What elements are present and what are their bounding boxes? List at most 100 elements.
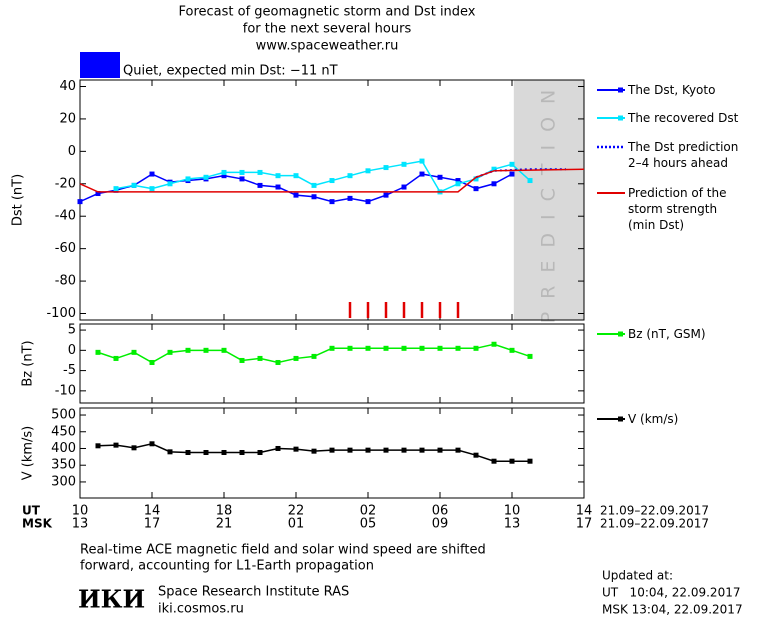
- legend-label: The recovered Dst: [628, 111, 739, 125]
- data-point: [275, 173, 281, 179]
- data-point: [95, 191, 101, 197]
- legend-label: Prediction of the storm strength (min Ds…: [628, 186, 727, 232]
- data-point: [95, 443, 101, 449]
- data-point: [401, 345, 407, 351]
- data-point: [473, 186, 479, 192]
- y-tick-label: -100: [46, 306, 76, 321]
- y-tick-label: -40: [55, 209, 76, 224]
- data-point: [437, 174, 443, 180]
- data-point: [347, 345, 353, 351]
- data-point: [167, 449, 173, 455]
- prediction-zone: [513, 80, 584, 320]
- data-point: [509, 458, 515, 464]
- data-point: [293, 446, 299, 452]
- x-tick-label: 14: [576, 504, 593, 519]
- plot-frame: [79, 407, 585, 499]
- data-point: [275, 184, 281, 190]
- institute: Space Research Institute RAS: [158, 585, 349, 600]
- y-tick-label: 5: [68, 323, 76, 338]
- status-text: Quiet, expected min Dst: −11 nT: [123, 64, 338, 79]
- data-point: [239, 357, 245, 363]
- data-point: [365, 447, 371, 453]
- data-point: [455, 447, 461, 453]
- data-point: [383, 165, 389, 171]
- plot-frame: [79, 323, 585, 404]
- data-point: [455, 178, 461, 184]
- data-point: [239, 169, 245, 175]
- data-point: [239, 176, 245, 182]
- data-point: [527, 178, 533, 184]
- data-point: [167, 349, 173, 355]
- data-point: [113, 355, 119, 361]
- y-tick-label: 350: [51, 458, 76, 473]
- legend-label: The Dst, Kyoto: [628, 83, 716, 97]
- y-tick-label: 40: [59, 79, 76, 94]
- data-point: [419, 345, 425, 351]
- data-point: [149, 441, 155, 447]
- data-point: [455, 345, 461, 351]
- data-point: [509, 347, 515, 353]
- data-point: [293, 355, 299, 361]
- y-tick-label: 0: [68, 144, 76, 159]
- legend-marker: [618, 331, 623, 337]
- x-tick-label: 18: [216, 504, 233, 519]
- y-tick-label: 500: [51, 408, 76, 423]
- series-line: [79, 168, 585, 193]
- data-point: [347, 447, 353, 453]
- updated: UT 10:04, 22.09.2017: [602, 586, 740, 600]
- y-tick-label: -60: [55, 241, 76, 256]
- legend-label: The Dst prediction 2–4 hours ahead: [628, 140, 739, 170]
- data-point: [131, 182, 137, 188]
- data-point: [113, 442, 119, 448]
- data-point: [419, 447, 425, 453]
- y-tick-label: -5: [63, 363, 76, 378]
- y-tick-label: -20: [55, 176, 76, 191]
- data-point: [221, 347, 227, 353]
- updated: MSK 13:04, 22.09.2017: [602, 603, 743, 617]
- data-point: [203, 174, 209, 180]
- data-point: [77, 199, 83, 205]
- data-point: [311, 182, 317, 188]
- y-axis-title: Bz (nT): [21, 340, 36, 386]
- data-point: [527, 458, 533, 464]
- prediction-label: PREDICTION: [537, 77, 559, 324]
- data-point: [365, 345, 371, 351]
- data-point: [167, 181, 173, 187]
- data-point: [491, 181, 497, 187]
- data-point: [365, 168, 371, 174]
- note: Real-time ACE magnetic field and solar w…: [80, 543, 486, 558]
- data-point: [383, 192, 389, 198]
- x-tick-label: 14: [144, 504, 161, 519]
- data-point: [401, 161, 407, 167]
- data-point: [95, 349, 101, 355]
- data-point: [401, 184, 407, 190]
- data-point: [419, 171, 425, 177]
- updated: Updated at:: [602, 569, 673, 583]
- x-row-label: UT: [22, 504, 41, 518]
- data-point: [311, 194, 317, 200]
- data-point: [113, 186, 119, 192]
- data-point: [437, 447, 443, 453]
- y-tick-label: 0: [68, 343, 76, 358]
- data-point: [293, 192, 299, 198]
- data-point: [329, 345, 335, 351]
- data-point: [149, 171, 155, 177]
- data-point: [203, 347, 209, 353]
- data-point: [131, 445, 137, 451]
- data-point: [419, 158, 425, 164]
- data-point: [473, 176, 479, 182]
- data-point: [293, 173, 299, 179]
- x-tick-label: 21: [216, 517, 233, 532]
- data-point: [401, 447, 407, 453]
- data-point: [329, 199, 335, 205]
- x-tick-label: 17: [576, 517, 593, 532]
- x-tick-label: 06: [432, 504, 449, 519]
- data-point: [131, 349, 137, 355]
- data-point: [365, 199, 371, 205]
- y-tick-label: -80: [55, 274, 76, 289]
- y-tick-label: -10: [55, 383, 76, 398]
- date-range: 21.09–22.09.2017: [600, 504, 709, 518]
- url: iki.cosmos.ru: [158, 602, 244, 617]
- title-line: Forecast of geomagnetic storm and Dst in…: [178, 5, 475, 20]
